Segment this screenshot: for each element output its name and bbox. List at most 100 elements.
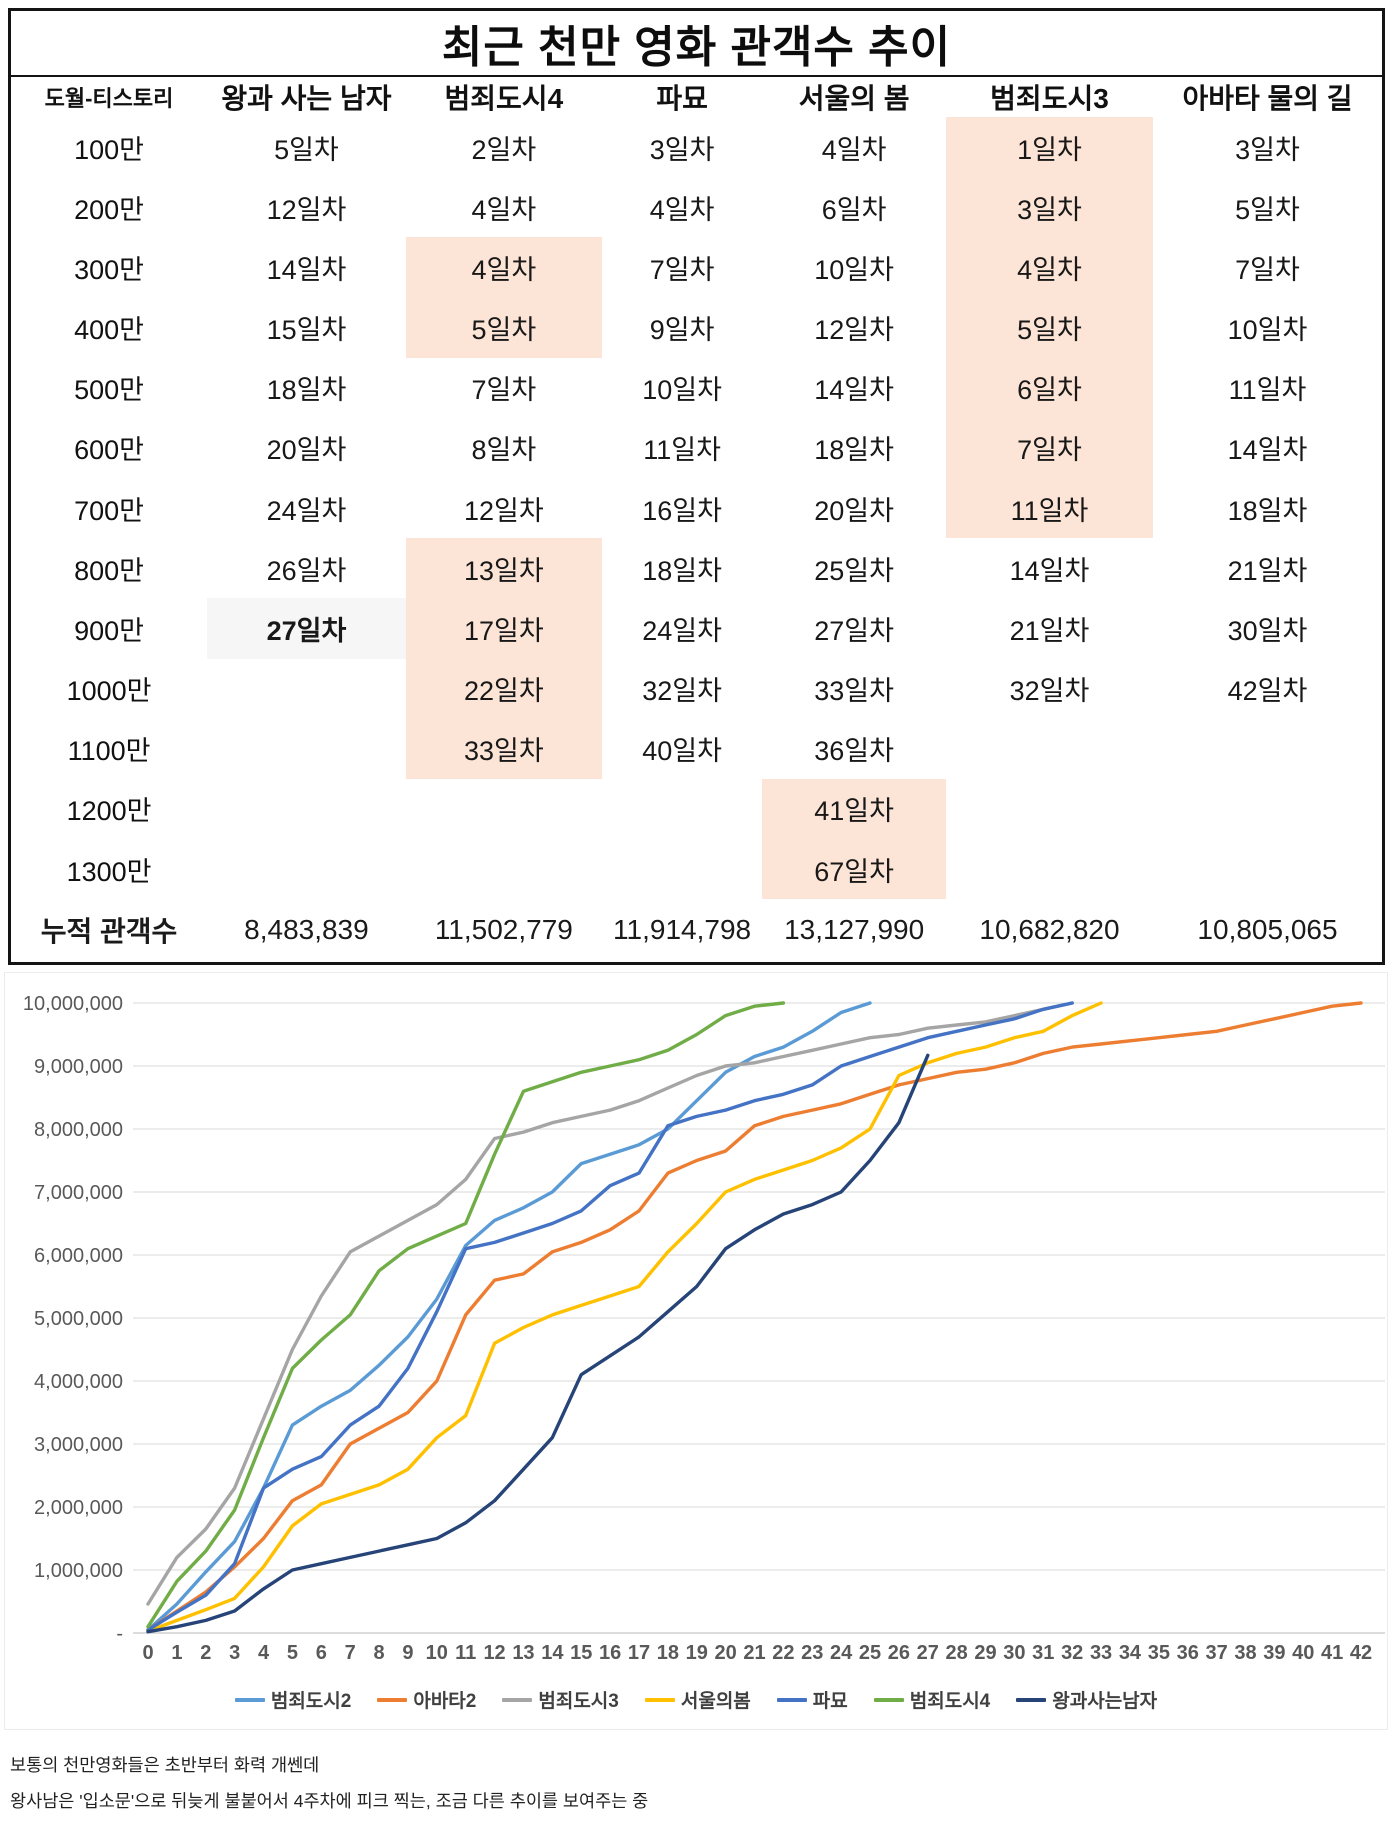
day-cell: 5일차: [405, 297, 602, 358]
milestone-label: 1100만: [67, 736, 151, 767]
legend-swatch-icon: [644, 1697, 675, 1702]
cumulative-audience-chart: - 1,000,000 2,000,000 3,000,000 4,000,000 5,0…: [4, 972, 1388, 1730]
y-tick-label: 3,000,000: [34, 1434, 123, 1456]
legend-label: 범죄도시4: [909, 1691, 991, 1712]
day-cell: 36일차: [814, 736, 894, 767]
milestone-label: 100만: [74, 134, 144, 165]
day-cell: 18일차: [642, 555, 722, 586]
milestone-row-900만: 900만 27일차 17일차 24일차 27일차 21일차 30일차: [11, 598, 1382, 659]
day-cell: 3일차: [1235, 134, 1300, 165]
day-cell: 5일차: [274, 134, 339, 165]
day-cell: 4일차: [821, 134, 887, 165]
milestone-label: 1200만: [66, 796, 152, 827]
milestone-label: 400만: [74, 315, 144, 346]
milestone-grid: 도월-티스토리 왕과 사는 남자 범죄도시4 파묘 서울의 봄 범죄도시3 아바타 물의 길…: [11, 77, 1382, 961]
day-cell: 11일차: [1228, 375, 1307, 406]
day-cell: 4일차: [649, 194, 715, 225]
day-cell: 6일차: [821, 194, 887, 225]
cumulative-value: 13,127,990: [784, 914, 925, 946]
caption-line-1: 보통의 천만영화들은 초반부터 화력 개쎈데: [10, 1755, 320, 1775]
day-cell: 4일차: [945, 237, 1153, 298]
milestone-row-700만: 700만 24일차 12일차 16일차 20일차 11일차 18일차: [11, 478, 1382, 539]
cumulative-value: 11,502,779: [434, 914, 573, 946]
day-cell: 67일차: [762, 839, 946, 900]
x-tick-label-10: 10: [426, 1642, 448, 1664]
cumulative-value: 10,805,065: [1197, 914, 1338, 946]
milestone-label: 1000만: [66, 676, 152, 707]
x-tick-label-42: 42: [1350, 1642, 1372, 1664]
day-cell: [602, 839, 762, 899]
x-tick-label-15: 15: [570, 1642, 592, 1664]
milestone-label: 600만: [74, 435, 144, 466]
milestone-row-600만: 600만 20일차 8일차 11일차 18일차 7일차 14일차: [11, 417, 1382, 479]
day-cell: 26일차: [266, 555, 347, 586]
x-tick-label-33: 33: [1090, 1642, 1112, 1664]
table-body: 100만 5일차 2일차 3일차 4일차 1일차 3일차 200만 12일차 4일차 4일차 6일차 3…: [11, 117, 1382, 961]
day-cell: 13일차: [405, 538, 602, 599]
day-cell: 7일차: [1235, 254, 1300, 285]
y-tick-label: 2,000,000: [34, 1497, 123, 1519]
legend-swatch-icon: [502, 1697, 533, 1702]
milestone-label: 500만: [74, 375, 144, 406]
x-tick-label-38: 38: [1234, 1642, 1256, 1664]
x-tick-label-35: 35: [1148, 1642, 1170, 1664]
x-tick-label-31: 31: [1032, 1642, 1054, 1664]
x-tick-label-34: 34: [1119, 1642, 1142, 1664]
y-tick-label: -: [116, 1623, 123, 1645]
series-line-서울의봄: [146, 1001, 1103, 1633]
milestone-row-300만: 300만 14일차 4일차 7일차 10일차 4일차 7일차: [11, 237, 1382, 298]
y-tick-label: 10,000,000: [23, 993, 123, 1015]
day-cell: 6일차: [945, 357, 1153, 418]
day-cell: [1153, 719, 1382, 779]
day-cell: [946, 719, 1153, 779]
day-cell: [1153, 839, 1382, 899]
day-cell: 14일차: [1227, 435, 1308, 466]
legend-swatch-icon: [873, 1697, 904, 1702]
day-cell: 27일차: [814, 615, 894, 646]
x-tick-label-27: 27: [917, 1642, 939, 1664]
day-cell: 32일차: [1009, 676, 1090, 707]
day-cell: 11일차: [945, 478, 1153, 539]
x-tick-label-16: 16: [599, 1642, 621, 1664]
column-header-4: 서울의 봄: [798, 83, 910, 114]
day-cell: 2일차: [471, 134, 537, 165]
day-cell: 21일차: [1227, 555, 1308, 586]
day-cell: [207, 779, 406, 839]
milestone-row-400만: 400만 15일차 5일차 9일차 12일차 5일차 10일차: [11, 297, 1382, 358]
day-cell: 7일차: [471, 375, 537, 406]
y-tick-label: 7,000,000: [34, 1182, 123, 1204]
milestone-row-200만: 200만 12일차 4일차 4일차 6일차 3일차 5일차: [11, 177, 1382, 238]
milestone-row-1300만: 1300만 67일차: [11, 839, 1382, 900]
x-tick-label-14: 14: [541, 1642, 564, 1664]
x-tick-label-23: 23: [801, 1642, 823, 1664]
y-tick-label: 4,000,000: [34, 1371, 123, 1393]
series-line-파묘: [146, 1001, 1074, 1632]
x-tick-label-32: 32: [1061, 1642, 1083, 1664]
day-cell: 32일차: [642, 676, 722, 707]
day-cell: 18일차: [814, 435, 894, 466]
caption-line-2: 왕사남은 '입소문'으로 뒤늦게 불붙어서 4주차에 피크 찍는, 조금 다른 …: [10, 1790, 649, 1811]
day-cell: [406, 779, 602, 839]
table-header-row: 도월-티스토리 왕과 사는 남자 범죄도시4 파묘 서울의 봄 범죄도시3 아바타 물의 길: [11, 77, 1382, 117]
day-cell: 1일차: [945, 117, 1153, 178]
day-cell: 10일차: [814, 254, 894, 285]
day-cell: 10일차: [642, 375, 722, 406]
x-tick-label-6: 6: [316, 1642, 327, 1664]
x-tick-label-24: 24: [830, 1642, 853, 1664]
legend-swatch-icon: [1016, 1697, 1047, 1702]
day-cell: 21일차: [1009, 615, 1090, 646]
chart-legend: 범죄도시2 아바타2 범죄도시3 서울의봄 파묘 범죄도시4 왕과사는남자: [5, 1686, 1387, 1713]
day-cell: 10일차: [1227, 315, 1308, 346]
x-tick-label-39: 39: [1263, 1642, 1285, 1664]
milestone-row-500만: 500만 18일차 7일차 10일차 14일차 6일차 11일차: [11, 357, 1382, 418]
x-tick-label-21: 21: [743, 1642, 765, 1664]
day-cell: 16일차: [642, 495, 722, 526]
milestone-row-1100만: 1100만 33일차 40일차 36일차: [11, 718, 1382, 779]
y-tick-label: 8,000,000: [34, 1119, 123, 1141]
y-tick-label: 6,000,000: [34, 1245, 123, 1267]
series-line-범죄도시4: [146, 1001, 786, 1629]
day-cell: [207, 659, 406, 719]
day-cell: 17일차: [405, 598, 602, 659]
x-tick-label-0: 0: [142, 1642, 153, 1664]
day-cell: 3일차: [649, 134, 715, 165]
